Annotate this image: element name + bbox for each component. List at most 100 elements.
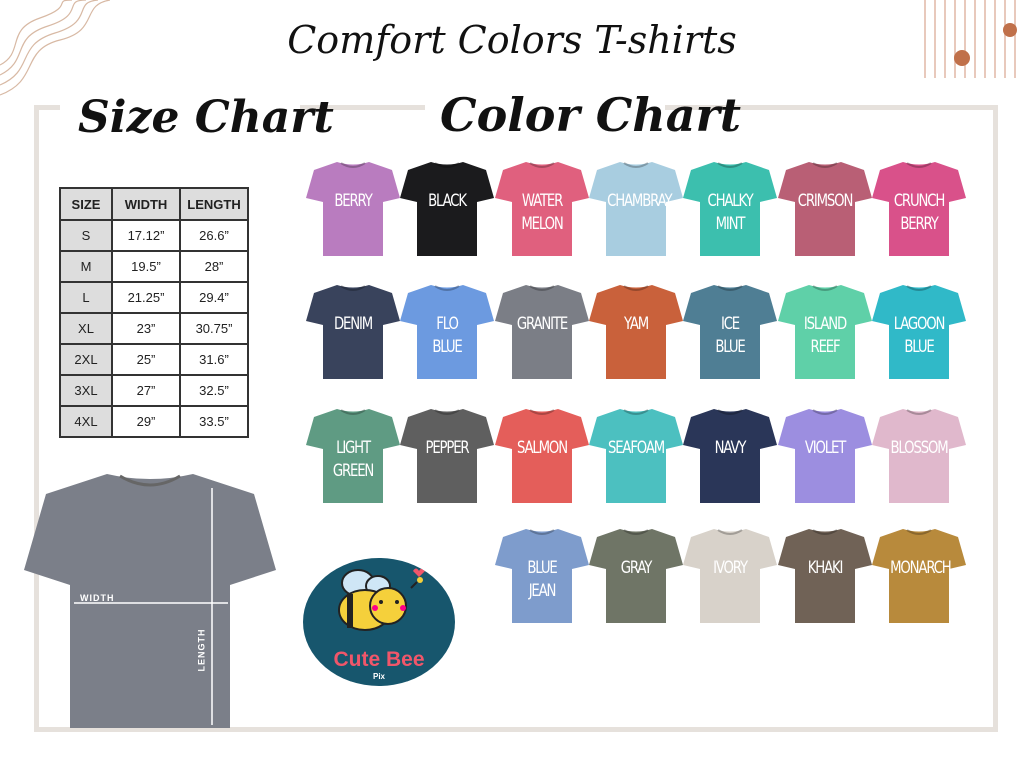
tshirt-icon: [588, 285, 683, 379]
table-row: 3XL 27” 32.5”: [59, 374, 249, 407]
bee-icon: [338, 568, 425, 631]
width-cell: 23”: [111, 312, 181, 345]
length-cell: 32.5”: [179, 374, 249, 407]
width-cell: 19.5”: [111, 250, 181, 283]
table-row: L 21.25” 29.4”: [59, 281, 249, 314]
color-name: KHAKI: [807, 558, 843, 578]
length-cell: 28”: [179, 250, 249, 283]
wavy-lines-decoration: [0, 0, 110, 96]
color-name: FLO BLUE: [432, 314, 463, 357]
width-cell: 21.25”: [111, 281, 181, 314]
tshirt-icon: [494, 285, 589, 379]
color-swatch-shirt: SEAFOAM: [588, 407, 683, 505]
color-swatch-shirt: CHALKY MINT: [683, 160, 778, 258]
tshirt-icon: [871, 162, 966, 256]
color-swatch-shirt: CHAMBRAY: [588, 160, 683, 258]
color-name: YAM: [623, 314, 649, 334]
measurement-shirt: WIDTH LENGTH: [22, 470, 278, 737]
tshirt-icon: [588, 409, 683, 503]
tshirt-icon: [777, 529, 872, 623]
table-row: 2XL 25” 31.6”: [59, 343, 249, 376]
table-header-row: SIZE WIDTH LENGTH: [59, 187, 249, 221]
color-swatch-shirt: GRANITE: [494, 283, 589, 381]
color-swatch-shirt: CRIMSON: [777, 160, 872, 258]
width-cell: 29”: [111, 405, 181, 438]
color-name: DENIM: [333, 314, 373, 334]
color-name: MONARCH: [889, 558, 952, 578]
tshirt-icon: [777, 285, 872, 379]
length-label: LENGTH: [196, 628, 207, 672]
tshirt-icon: [400, 409, 495, 503]
tshirt-icon: [683, 162, 778, 256]
table-row: XL 23” 30.75”: [59, 312, 249, 345]
tshirt-icon: [306, 162, 400, 256]
color-swatch-shirt: PEPPER: [400, 407, 495, 505]
page-title: Comfort Colors T-shirts: [287, 18, 737, 62]
tshirt-icon: [683, 529, 778, 623]
color-swatch-shirt: YAM: [588, 283, 683, 381]
color-swatch-shirt: ISLAND REEF: [777, 283, 872, 381]
color-swatch-shirt: SALMON: [494, 407, 589, 505]
color-swatch-shirt: CRUNCH BERRY: [871, 160, 966, 258]
color-name: BLACK: [428, 191, 467, 211]
tshirt-icon: [683, 285, 778, 379]
color-chart-heading: Color Chart: [440, 88, 742, 142]
color-swatch-shirt: BLOSSOM: [871, 407, 966, 505]
color-name: VIOLET: [804, 438, 845, 458]
tshirt-icon: [24, 474, 276, 728]
color-swatch-shirt: NAVY: [683, 407, 778, 505]
color-name: ICE BLUE: [715, 314, 746, 357]
color-name: CHAMBRAY: [607, 191, 672, 211]
header-length: LENGTH: [179, 187, 249, 221]
color-name: ISLAND REEF: [803, 314, 846, 357]
tshirt-icon: [777, 162, 872, 256]
size-cell: 2XL: [59, 343, 113, 376]
color-name: WATER MELON: [520, 191, 563, 234]
logo-sub: Pix: [372, 672, 385, 681]
tshirt-icon: [400, 162, 495, 256]
color-name: LAGOON BLUE: [893, 314, 946, 357]
size-chart-heading: Size Chart: [78, 92, 334, 143]
tshirt-icon: [306, 285, 400, 379]
tshirt-icon: [871, 409, 966, 503]
color-name: NAVY: [714, 438, 747, 458]
width-label: WIDTH: [80, 593, 115, 603]
color-name: BERRY: [334, 191, 372, 211]
tshirt-icon: [494, 409, 589, 503]
color-name: SALMON: [516, 438, 568, 458]
color-name: CRUNCH BERRY: [893, 191, 945, 234]
tshirt-icon: [871, 285, 966, 379]
color-swatch-shirt: IVORY: [683, 527, 778, 625]
width-cell: 25”: [111, 343, 181, 376]
header-width: WIDTH: [111, 187, 181, 221]
stripes-decoration: [924, 0, 1017, 78]
color-swatch-shirt: BERRY: [306, 160, 400, 258]
color-swatch-shirt: WATER MELON: [494, 160, 589, 258]
cute-bee-logo: Cute Bee Pix: [303, 558, 455, 686]
color-swatch-shirt: LIGHT GREEN: [306, 407, 400, 505]
tshirt-icon: [777, 409, 872, 503]
tshirt-icon: [494, 529, 589, 623]
size-cell: S: [59, 219, 113, 252]
color-name: SEAFOAM: [607, 438, 665, 458]
color-name: CHALKY MINT: [707, 191, 754, 234]
length-cell: 30.75”: [179, 312, 249, 345]
tshirt-icon: [494, 162, 589, 256]
color-name: BLOSSOM: [890, 438, 948, 458]
size-cell: XL: [59, 312, 113, 345]
tshirt-icon: [871, 529, 966, 623]
size-cell: 3XL: [59, 374, 113, 407]
color-swatch-shirt: BLUE JEAN: [494, 527, 589, 625]
length-cell: 26.6”: [179, 219, 249, 252]
logo-name: Cute Bee: [333, 648, 425, 671]
tshirt-icon: [306, 409, 400, 503]
table-row: 4XL 29” 33.5”: [59, 405, 249, 438]
color-swatch-shirt: GRAY: [588, 527, 683, 625]
color-swatch-shirt: KHAKI: [777, 527, 872, 625]
width-cell: 27”: [111, 374, 181, 407]
width-cell: 17.12”: [111, 219, 181, 252]
tshirt-icon: [400, 285, 495, 379]
color-swatch-shirt: DENIM: [306, 283, 400, 381]
table-row: M 19.5” 28”: [59, 250, 249, 283]
header-size: SIZE: [59, 187, 113, 221]
